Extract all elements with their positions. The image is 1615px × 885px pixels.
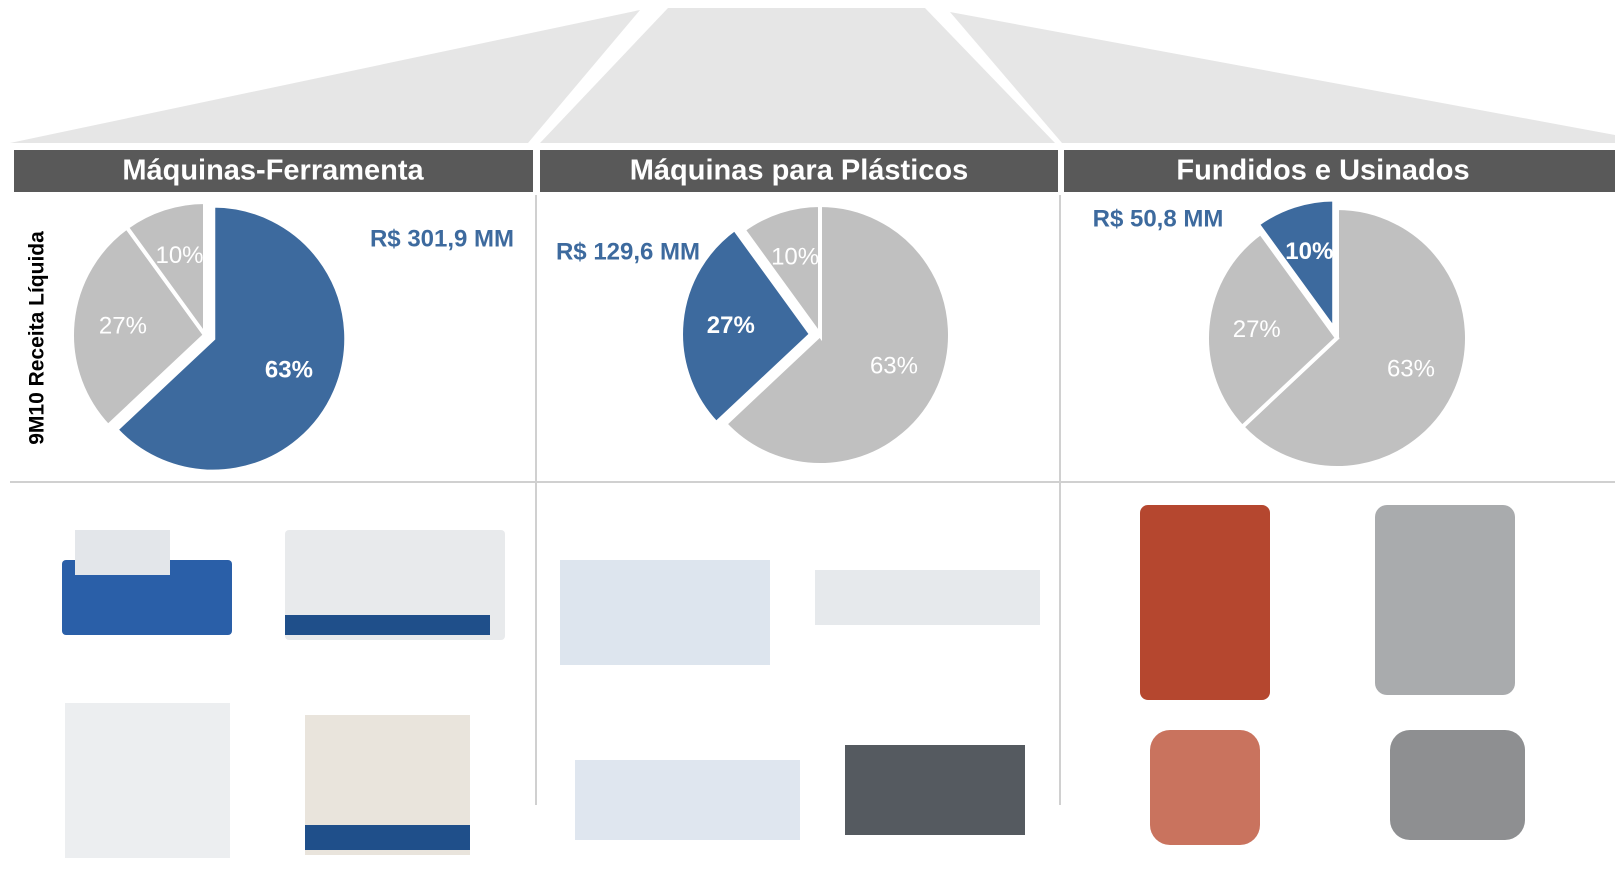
product-image [65,703,230,858]
slide: 9M10 Receita Líquida Máquinas-Ferramenta… [0,0,1615,885]
product-image [815,570,1040,625]
slice-label: 27% [1233,316,1281,343]
product-image [575,760,800,840]
revenue-annotation: R$ 301,9 MM [370,225,514,252]
slice-label: 63% [870,352,918,379]
product-image [75,530,170,575]
product-image [285,615,490,635]
top-shape [10,10,640,143]
product-images [62,505,1525,858]
product-image [1375,505,1515,695]
slice-label: 10% [155,242,203,269]
revenue-annotation: R$ 129,6 MM [556,238,700,265]
product-image [560,560,770,665]
slice-label: 10% [1285,238,1333,265]
top-shape [950,12,1615,143]
slice-label: 27% [99,313,147,340]
side-label: 9M10 Receita Líquida [26,231,49,445]
product-image [305,825,470,850]
panel-title: Máquinas para Plásticos [630,155,968,187]
slice-label: 27% [707,312,755,339]
page: 9M10 Receita Líquida Máquinas-Ferramenta… [0,0,1615,885]
product-image [845,745,1025,835]
slice-label: 63% [265,357,313,384]
panel-title: Fundidos e Usinados [1176,155,1469,187]
product-image [1390,730,1525,840]
revenue-annotation: R$ 50,8 MM [1093,205,1224,232]
slice-label: 63% [1387,355,1435,382]
product-image [1140,505,1270,700]
slice-label: 10% [771,244,819,271]
product-image [1150,730,1260,845]
panel-title: Máquinas-Ferramenta [122,155,424,187]
